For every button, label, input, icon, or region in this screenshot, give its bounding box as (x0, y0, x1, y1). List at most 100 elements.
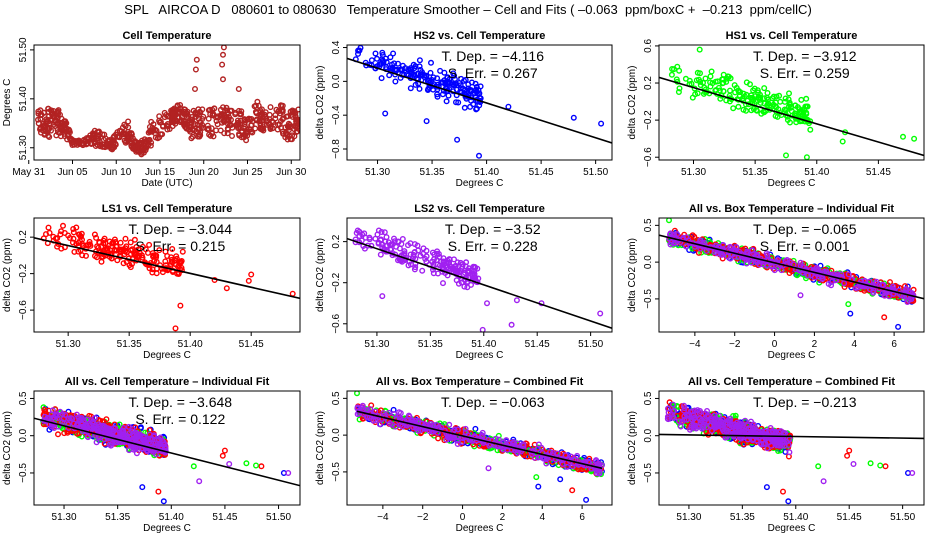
point-ls1 (179, 248, 186, 255)
outlier-point (570, 114, 577, 121)
point-ls2 (410, 251, 417, 258)
point-ls2 (397, 421, 404, 428)
point-hs1 (717, 95, 724, 102)
outlier-point (479, 326, 486, 332)
point-hs2 (466, 86, 473, 93)
x-tick-label: 4 (851, 339, 857, 350)
point-ls1 (85, 241, 92, 248)
point-hs2 (465, 81, 472, 88)
point-ls2 (378, 241, 385, 248)
point-hs2 (372, 50, 379, 57)
panel-all-vs-cell-individual: All vs. Cell Temperature – Individual Fi… (2, 376, 301, 534)
point-hs2 (473, 83, 480, 90)
point-ls1 (131, 236, 138, 243)
outlier-point (583, 496, 590, 503)
point-ls1 (64, 428, 71, 435)
cell-temp-point (238, 108, 245, 115)
point-ls1 (73, 240, 80, 247)
tdep-annotation: T. Dep. = −3.52 (445, 221, 541, 237)
cell-temp-point (240, 134, 247, 141)
point-ls2 (415, 417, 422, 424)
point-ls2 (540, 455, 547, 462)
x-axis-label: Date (UTC) (141, 178, 192, 189)
panel-title: Cell Temperature (122, 30, 211, 42)
outlier-point (797, 292, 804, 299)
point-ls2 (395, 238, 402, 245)
y-tick-label: −0.5 (18, 463, 29, 483)
outlier-point (177, 302, 184, 309)
point-ls2 (458, 265, 465, 272)
x-tick-label: Jun 25 (232, 167, 262, 178)
point-ls2 (853, 285, 860, 292)
point-hs2 (399, 62, 406, 69)
point-ls2 (101, 436, 108, 443)
point-ls2 (543, 460, 550, 467)
x-tick-label: 51.40 (178, 339, 203, 350)
point-ls1 (156, 247, 163, 254)
cell-temp-outlier (193, 56, 200, 63)
cell-temp-point (272, 115, 279, 122)
cell-temp-outlier (219, 51, 226, 58)
cell-temp-outlier (219, 76, 226, 83)
y-tick-label: 0.2 (643, 76, 654, 90)
x-tick-label: 51.30 (365, 167, 390, 178)
cell-temp-point (259, 126, 266, 133)
x-tick-label: 51.45 (866, 167, 891, 178)
point-hs1 (694, 69, 701, 76)
point-ls2 (53, 413, 60, 420)
outlier-point (484, 300, 491, 307)
point-ls2 (157, 440, 164, 447)
outlier-point (485, 465, 492, 472)
point-hs2 (355, 47, 362, 54)
point-ls1 (74, 430, 81, 437)
cell-temp-point (35, 120, 42, 127)
point-hs1 (743, 79, 750, 86)
point-ls2 (405, 412, 412, 419)
point-hs1 (695, 76, 702, 83)
point-ls2 (459, 439, 466, 446)
cell-temp-point (82, 137, 89, 144)
x-tick-label: 51.35 (105, 512, 130, 523)
point-ls1 (111, 236, 118, 243)
point-ls2 (84, 416, 91, 423)
outlier-point (839, 138, 846, 145)
x-tick-label: Jun 10 (101, 167, 131, 178)
x-tick-label: 51.50 (266, 512, 291, 523)
point-ls1 (117, 246, 124, 253)
cell-temp-outlier (235, 85, 242, 92)
point-ls2 (825, 280, 832, 287)
point-hs2 (386, 72, 393, 79)
cell-temp-point (279, 116, 286, 123)
serr-annotation: S. Err. = 0.267 (448, 65, 538, 81)
cell-temp-point (205, 115, 212, 122)
tdep-annotation: T. Dep. = −0.063 (441, 394, 545, 410)
outlier-point (243, 460, 250, 467)
point-hs1 (743, 91, 750, 98)
point-ls2 (146, 431, 153, 438)
y-tick-label: 51.40 (18, 86, 29, 111)
point-ls2 (160, 441, 167, 448)
point-ls1 (896, 284, 903, 291)
point-hs1 (715, 84, 722, 91)
point-ls1 (41, 410, 48, 417)
outlier-point (598, 120, 605, 127)
x-tick-label: 6 (891, 339, 897, 350)
cell-temp-point (91, 132, 98, 139)
outlier-point (285, 470, 292, 477)
point-ls2 (797, 259, 804, 266)
tdep-annotation: T. Dep. = −3.648 (129, 394, 233, 410)
point-ls2 (144, 442, 151, 449)
point-ls2 (386, 409, 393, 416)
data-points (659, 46, 924, 160)
point-ls1 (153, 252, 160, 259)
outlier-point (783, 152, 790, 159)
point-ls2 (461, 283, 468, 290)
cell-temp-point (266, 111, 273, 118)
point-ls1 (120, 260, 127, 267)
point-ls2 (113, 430, 120, 437)
x-tick-label: 2 (500, 512, 506, 523)
point-ls2 (112, 425, 119, 432)
point-ls2 (378, 228, 385, 235)
x-tick-label: −4 (689, 339, 701, 350)
y-tick-label: 0.2 (18, 230, 29, 244)
